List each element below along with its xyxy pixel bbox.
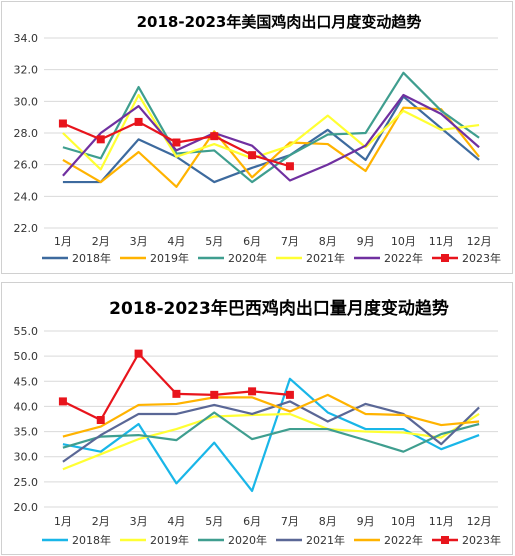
x-tick-label: 2月 [92, 515, 110, 528]
legend-marker [441, 536, 449, 544]
series-line-2022年 [62, 393, 480, 438]
x-tick-label: 6月 [243, 235, 261, 248]
x-tick-label: 11月 [429, 235, 454, 248]
series-line-2021年 [62, 400, 480, 463]
y-tick-label: 28.0 [14, 127, 39, 140]
x-tick-label: 8月 [319, 235, 337, 248]
legend-entry: 2019年 [150, 533, 189, 547]
x-tick-label: 3月 [130, 515, 148, 528]
x-tick-label: 1月 [54, 235, 72, 248]
data-point [285, 162, 294, 171]
x-tick-label: 12月 [467, 235, 492, 248]
x-tick-label: 10月 [391, 235, 416, 248]
us-chicken-export-chart: 2018-2023年美国鸡肉出口月度变动趋势 22.0 24.0 26.0 28.0 30… [14, 13, 502, 265]
legend-entry: 2020年 [228, 251, 267, 265]
data-point [58, 119, 67, 128]
brazil-chicken-export-chart-panel: 2018-2023年巴西鸡肉出口量月度变动趋势 20.0 25.0 30.0 35.0 4… [1, 282, 513, 555]
series-line-2020年 [62, 71, 480, 184]
data-point [134, 117, 143, 126]
x-tick-label: 4月 [167, 515, 185, 528]
data-point [96, 135, 105, 144]
x-tick-label: 4月 [167, 235, 185, 248]
series-line-2020年 [62, 411, 480, 453]
x-tick-label: 3月 [130, 235, 148, 248]
y-tick-label: 40.0 [14, 400, 39, 413]
us-chicken-export-chart-panel: 2018-2023年美国鸡肉出口月度变动趋势 22.0 24.0 26.0 28.0 30… [1, 1, 513, 274]
data-point [134, 349, 143, 358]
y-tick-label: 50.0 [14, 350, 39, 363]
y-tick-label: 22.0 [14, 222, 39, 235]
data-point [210, 390, 219, 399]
x-tick-label: 10月 [391, 515, 416, 528]
legend-entry: 2018年 [72, 251, 111, 265]
legend-entry: 2023年 [462, 251, 501, 265]
brazil-chicken-export-chart: 2018-2023年巴西鸡肉出口量月度变动趋势 20.0 25.0 30.0 35.0 4… [14, 298, 502, 547]
data-point [172, 138, 181, 147]
y-tick-label: 30.0 [14, 451, 39, 464]
series-line-2021年 [62, 93, 480, 171]
legend-entry: 2023年 [462, 533, 501, 547]
legend-marker [441, 254, 449, 262]
legend-entry: 2019年 [150, 251, 189, 265]
x-tick-label: 7月 [281, 515, 299, 528]
x-tick-label: 7月 [281, 235, 299, 248]
y-tick-label: 34.0 [14, 32, 39, 45]
series-line-2019年 [62, 412, 480, 471]
x-tick-label: 8月 [319, 515, 337, 528]
legend-entry: 2021年 [306, 251, 345, 265]
y-tick-label: 26.0 [14, 159, 39, 172]
data-point [248, 151, 257, 160]
x-tick-label: 1月 [54, 515, 72, 528]
y-tick-label: 25.0 [14, 476, 39, 489]
legend-entry: 2021年 [306, 533, 345, 547]
legend-entry: 2022年 [384, 533, 423, 547]
y-tick-label: 45.0 [14, 375, 39, 388]
x-tick-label: 5月 [205, 235, 223, 248]
data-point [248, 387, 257, 396]
series-line-2023年 [62, 352, 291, 422]
x-tick-label: 12月 [467, 515, 492, 528]
legend-entry: 2022年 [384, 251, 423, 265]
x-tick-label: 2月 [92, 235, 110, 248]
data-point [172, 389, 181, 398]
x-tick-label: 9月 [357, 515, 375, 528]
y-tick-label: 20.0 [14, 501, 39, 514]
data-point [285, 390, 294, 399]
y-tick-label: 35.0 [14, 426, 39, 439]
x-tick-label: 6月 [243, 515, 261, 528]
x-tick-label: 11月 [429, 515, 454, 528]
data-point [210, 132, 219, 141]
y-tick-label: 24.0 [14, 190, 39, 203]
x-tick-label: 9月 [357, 235, 375, 248]
data-point [58, 397, 67, 406]
y-tick-label: 55.0 [14, 325, 39, 338]
y-tick-label: 32.0 [14, 64, 39, 77]
legend-entry: 2020年 [228, 533, 267, 547]
series-line-2022年 [62, 93, 480, 182]
chart-title: 2018-2023年美国鸡肉出口月度变动趋势 [137, 13, 422, 31]
chart-title: 2018-2023年巴西鸡肉出口量月度变动趋势 [109, 298, 449, 319]
data-point [96, 416, 105, 425]
y-tick-label: 30.0 [14, 95, 39, 108]
legend-entry: 2018年 [72, 533, 111, 547]
x-tick-label: 5月 [205, 515, 223, 528]
